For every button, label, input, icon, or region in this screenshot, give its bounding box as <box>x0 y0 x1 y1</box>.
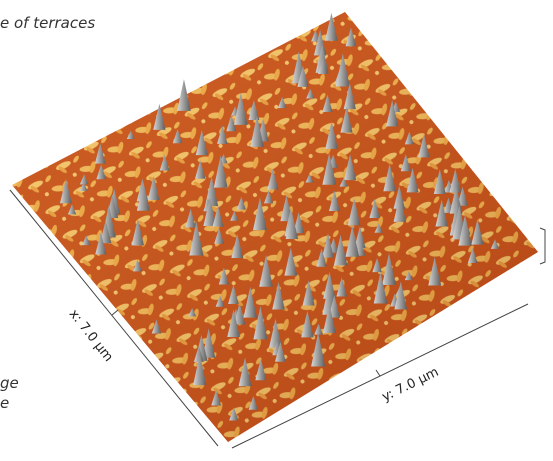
page: e of terraces ge e x: 7.0 µm y: 7.0 µm (… <box>0 0 553 461</box>
axis-tick <box>112 310 118 315</box>
axis-tick <box>376 370 380 376</box>
z-scale <box>540 228 545 264</box>
caption-fragment: e of terraces <box>0 14 95 32</box>
side-text: e <box>0 394 9 412</box>
side-text: ge <box>0 374 19 392</box>
x-axis-label: x: 7.0 µm <box>66 307 116 365</box>
afm-figure: e of terraces ge e x: 7.0 µm y: 7.0 µm <box>0 0 553 461</box>
y-axis-label: y: 7.0 µm <box>380 365 441 405</box>
